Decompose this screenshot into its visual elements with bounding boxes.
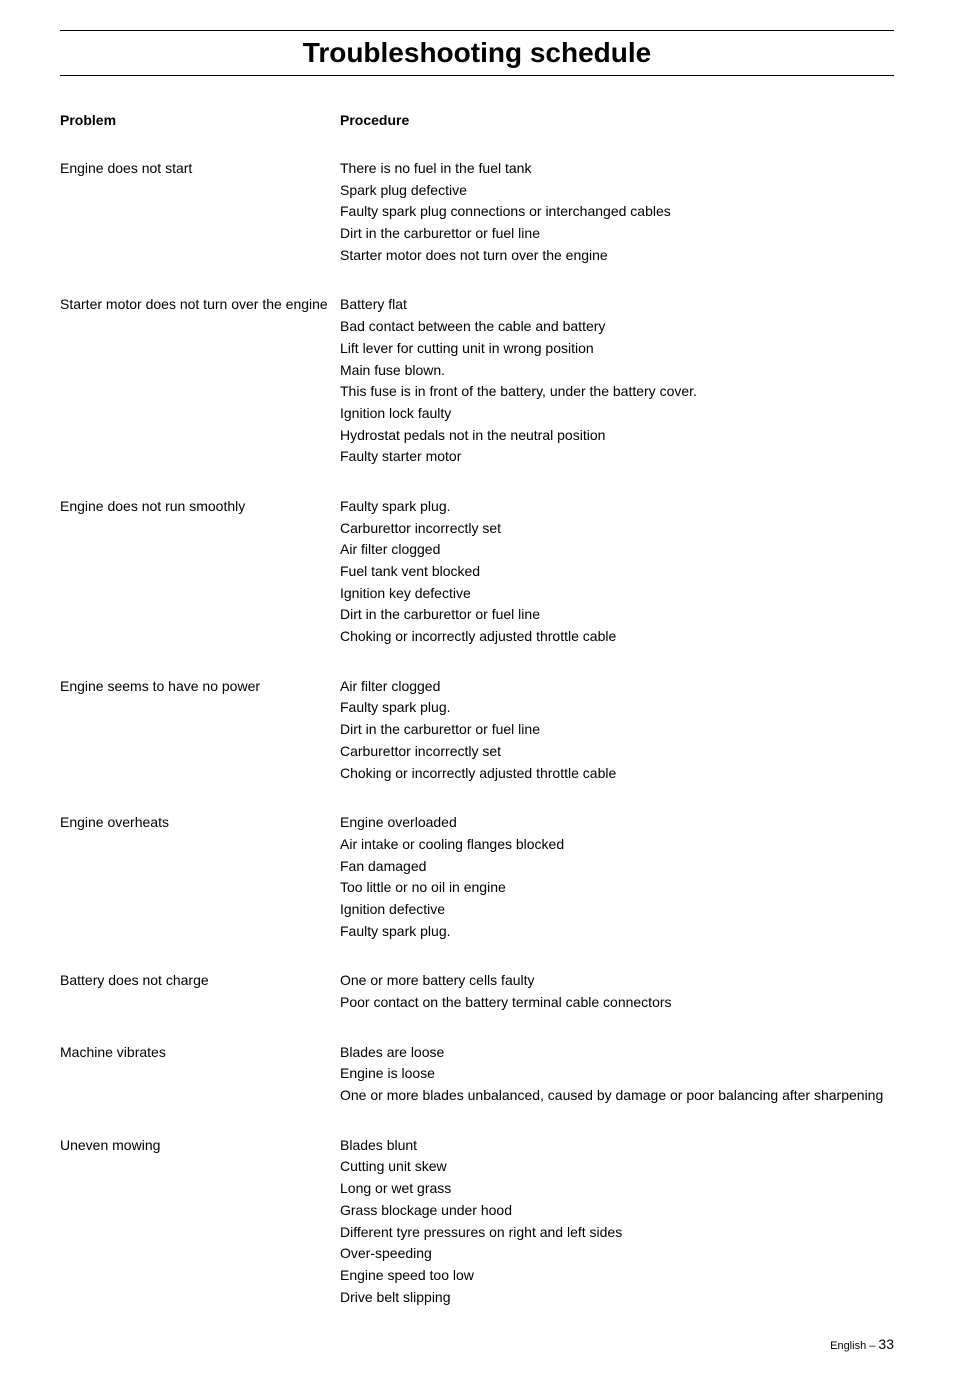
procedure-line: Over-speeding bbox=[340, 1243, 894, 1265]
procedure-line: Spark plug defective bbox=[340, 180, 894, 202]
page-footer: English – 33 bbox=[60, 1336, 894, 1352]
problem-text: Uneven mowing bbox=[60, 1137, 160, 1153]
procedure-line: Bad contact between the cable and batter… bbox=[340, 316, 894, 338]
procedure-line: Air filter clogged bbox=[340, 539, 894, 561]
procedure-line: Battery flat bbox=[340, 294, 894, 316]
procedure-line: Dirt in the carburettor or fuel line bbox=[340, 719, 894, 741]
procedure-line: Main fuse blown. bbox=[340, 360, 894, 382]
procedure-line: Grass blockage under hood bbox=[340, 1200, 894, 1222]
problem-text: Machine vibrates bbox=[60, 1044, 166, 1060]
trouble-section: Engine does not run smoothly Faulty spark… bbox=[60, 496, 894, 648]
trouble-section: Machine vibrates Blades are looseEngine i… bbox=[60, 1042, 894, 1107]
procedure-line: Drive belt slipping bbox=[340, 1287, 894, 1309]
procedure-line: Too little or no oil in engine bbox=[340, 877, 894, 899]
procedure-line: Carburettor incorrectly set bbox=[340, 518, 894, 540]
problem-text: Engine seems to have no power bbox=[60, 678, 260, 694]
problem-text: Starter motor does not turn over the eng… bbox=[60, 296, 328, 312]
page-title: Troubleshooting schedule bbox=[60, 37, 894, 69]
procedure-line: Air filter clogged bbox=[340, 676, 894, 698]
procedure-header: Procedure bbox=[340, 112, 409, 128]
procedure-line: Hydrostat pedals not in the neutral posi… bbox=[340, 425, 894, 447]
procedure-line: Blades blunt bbox=[340, 1135, 894, 1157]
procedure-line: Choking or incorrectly adjusted throttle… bbox=[340, 763, 894, 785]
trouble-section: Uneven mowing Blades bluntCutting unit sk… bbox=[60, 1135, 894, 1309]
procedure-line: Faulty spark plug. bbox=[340, 496, 894, 518]
procedure-line: Engine is loose bbox=[340, 1063, 894, 1085]
procedure-line: Faulty spark plug. bbox=[340, 921, 894, 943]
procedure-line: Faulty starter motor bbox=[340, 446, 894, 468]
footer-language: English bbox=[830, 1340, 866, 1352]
procedure-line: Ignition lock faulty bbox=[340, 403, 894, 425]
procedure-line: Carburettor incorrectly set bbox=[340, 741, 894, 763]
problem-text: Engine does not run smoothly bbox=[60, 498, 245, 514]
problem-header: Problem bbox=[60, 112, 116, 128]
procedure-line: Blades are loose bbox=[340, 1042, 894, 1064]
trouble-section: Engine overheats Engine overloadedAir int… bbox=[60, 812, 894, 942]
footer-separator: – bbox=[866, 1340, 878, 1352]
procedure-line: Different tyre pressures on right and le… bbox=[340, 1222, 894, 1244]
procedure-line: Poor contact on the battery terminal cab… bbox=[340, 992, 894, 1014]
procedure-line: Dirt in the carburettor or fuel line bbox=[340, 604, 894, 626]
procedure-line: This fuse is in front of the battery, un… bbox=[340, 381, 894, 403]
footer-page-number: 33 bbox=[878, 1336, 894, 1352]
problem-text: Battery does not charge bbox=[60, 972, 209, 988]
procedure-line: Ignition key defective bbox=[340, 583, 894, 605]
procedure-line: Air intake or cooling flanges blocked bbox=[340, 834, 894, 856]
procedure-line: Dirt in the carburettor or fuel line bbox=[340, 223, 894, 245]
procedure-line: Faulty spark plug. bbox=[340, 697, 894, 719]
procedure-line: Faulty spark plug connections or interch… bbox=[340, 201, 894, 223]
procedure-line: There is no fuel in the fuel tank bbox=[340, 158, 894, 180]
procedure-line: Fan damaged bbox=[340, 856, 894, 878]
problem-text: Engine overheats bbox=[60, 814, 169, 830]
procedure-line: Engine speed too low bbox=[340, 1265, 894, 1287]
trouble-section: Starter motor does not turn over the eng… bbox=[60, 294, 894, 468]
procedure-line: Lift lever for cutting unit in wrong pos… bbox=[340, 338, 894, 360]
column-headers: Problem Procedure bbox=[60, 112, 894, 130]
troubleshooting-list: Engine does not start There is no fuel in… bbox=[60, 158, 894, 1308]
title-section: Troubleshooting schedule bbox=[60, 30, 894, 76]
trouble-section: Battery does not charge One or more batte… bbox=[60, 970, 894, 1013]
procedure-line: One or more blades unbalanced, caused by… bbox=[340, 1085, 894, 1107]
procedure-line: Engine overloaded bbox=[340, 812, 894, 834]
procedure-line: Ignition defective bbox=[340, 899, 894, 921]
trouble-section: Engine does not start There is no fuel in… bbox=[60, 158, 894, 266]
procedure-line: One or more battery cells faulty bbox=[340, 970, 894, 992]
procedure-line: Fuel tank vent blocked bbox=[340, 561, 894, 583]
procedure-line: Cutting unit skew bbox=[340, 1156, 894, 1178]
procedure-line: Choking or incorrectly adjusted throttle… bbox=[340, 626, 894, 648]
problem-text: Engine does not start bbox=[60, 160, 192, 176]
procedure-line: Long or wet grass bbox=[340, 1178, 894, 1200]
procedure-line: Starter motor does not turn over the eng… bbox=[340, 245, 894, 267]
trouble-section: Engine seems to have no power Air filter … bbox=[60, 676, 894, 784]
